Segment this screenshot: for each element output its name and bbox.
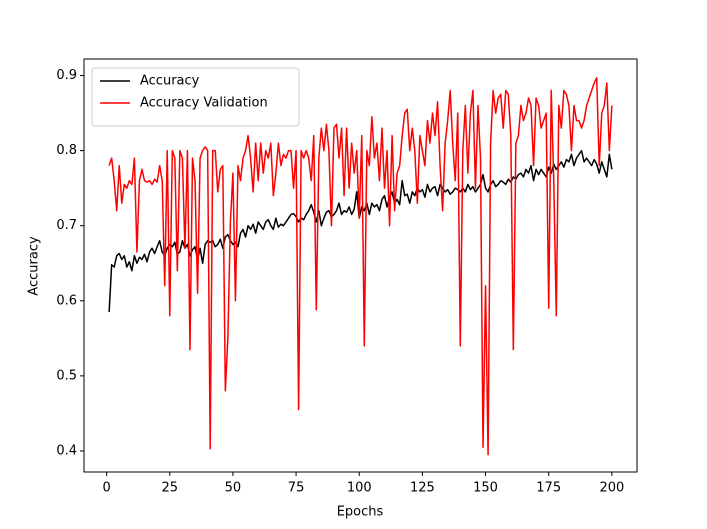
x-tick-label: 25 <box>161 481 178 496</box>
y-tick-label: 0.9 <box>56 68 77 83</box>
x-axis-label: Epochs <box>337 505 384 520</box>
x-tick-label: 175 <box>536 481 561 496</box>
plot-frame <box>83 58 638 473</box>
x-tick-label: 0 <box>102 481 110 496</box>
legend-box <box>91 67 300 127</box>
y-axis-label: Accuracy <box>27 236 42 296</box>
legend-label: Accuracy Validation <box>140 96 268 111</box>
y-tick-label: 0.4 <box>56 443 77 458</box>
line-series <box>108 77 613 456</box>
x-tick-label: 150 <box>473 481 498 496</box>
x-tick-label: 125 <box>410 481 435 496</box>
y-tick-label: 0.7 <box>56 218 77 233</box>
y-tick-label: 0.5 <box>56 368 77 383</box>
x-tick-label: 100 <box>347 481 372 496</box>
x-tick-label: 50 <box>225 481 242 496</box>
legend-label: Accuracy <box>140 74 200 89</box>
x-tick-label: 200 <box>599 481 624 496</box>
line-series <box>108 149 613 313</box>
x-tick-label: 75 <box>288 481 305 496</box>
y-tick-label: 0.8 <box>56 143 77 158</box>
y-tick-label: 0.6 <box>56 293 77 308</box>
